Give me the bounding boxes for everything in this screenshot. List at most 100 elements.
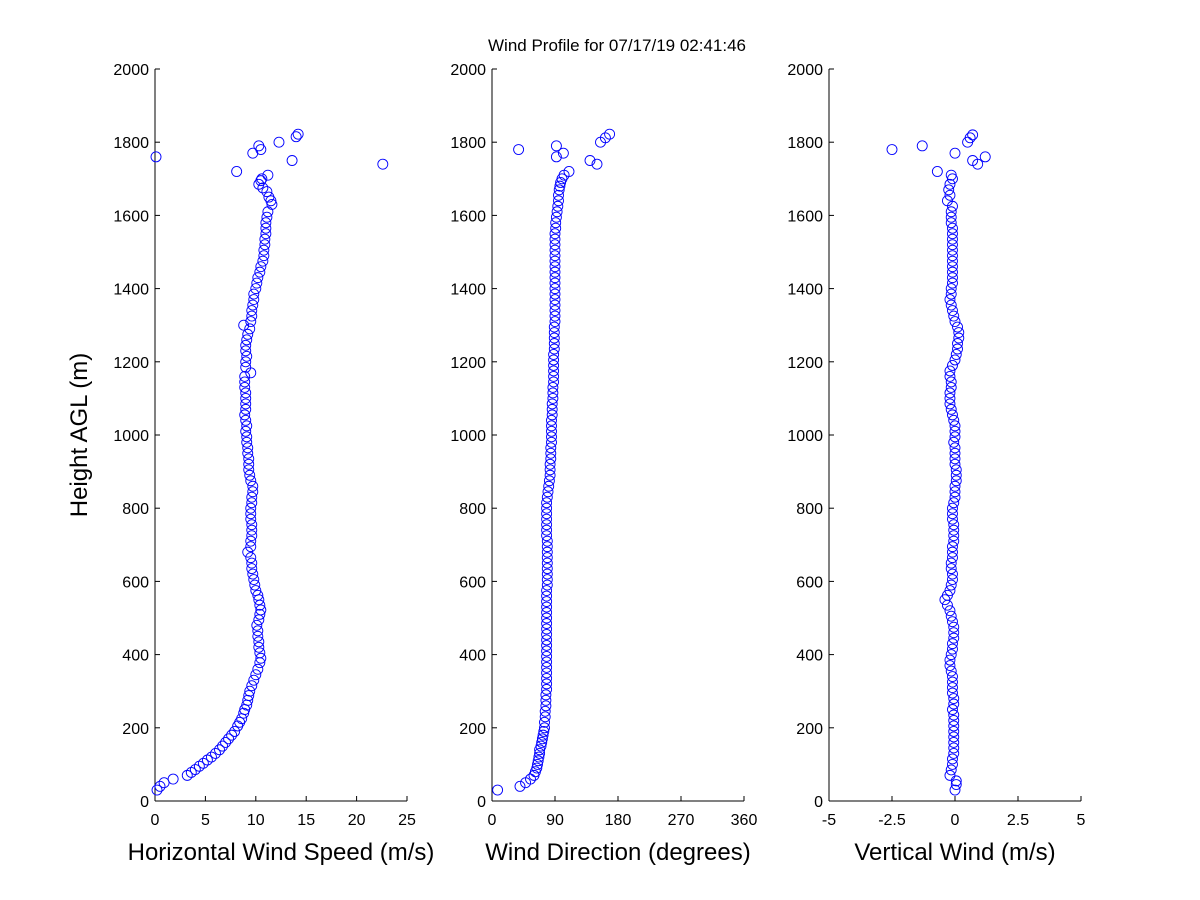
data-point [947,643,958,655]
data-point [241,431,253,443]
data-point [538,726,550,737]
data-point [549,272,561,284]
data-point [246,305,258,317]
data-point [948,632,960,644]
subplot-speed: 0 200 400 600 800 1000 1200 1400 1600 1800 2000 0 5 1… [113,62,434,866]
data-point [158,777,170,789]
data-point [916,140,928,152]
data-point [944,398,956,410]
y-tick-label: 1400 [450,282,486,299]
data-point [549,305,561,317]
data-point [947,638,958,650]
y-tick-label: 1000 [787,428,823,445]
data-point [948,535,960,547]
data-point [259,233,271,245]
data-point [240,387,252,399]
data-point [240,403,252,415]
y-tick-label: 800 [459,501,486,518]
data-point [252,272,264,284]
data-point [945,283,957,295]
data-point [547,387,559,399]
data-point [201,754,213,766]
x-tick-label: 0 [488,812,497,829]
data-point [949,480,961,492]
data-point [242,442,254,454]
x-tick-label: 360 [731,812,758,829]
data-point [246,310,258,322]
data-point [240,414,252,426]
data-point [541,640,553,651]
data-point [541,502,553,514]
data-point [193,760,205,772]
data-point [251,619,263,631]
data-point [943,184,955,196]
data-point [945,579,957,591]
data-point [948,519,960,531]
data-point [541,612,553,624]
data-point [181,769,193,781]
data-point [252,630,264,642]
data-point [550,211,562,223]
data-point [549,228,561,240]
data-point [259,239,271,251]
y-tick-label: 1200 [450,355,486,372]
data-point [250,283,262,295]
data-point [952,338,963,349]
data-point [952,321,963,333]
data-point [541,508,553,520]
y-tick-label: 200 [459,721,486,738]
data-point [248,288,260,300]
data-point [949,425,961,437]
data-point [242,328,254,340]
data-point [541,541,553,553]
y-tick-label: 1400 [113,282,149,299]
data-point [239,381,251,393]
data-point [548,349,560,360]
data-point [549,294,561,306]
data-point [944,387,956,399]
data-point [949,491,961,503]
data-point [553,184,565,196]
data-point [290,131,302,143]
data-point [257,182,269,194]
data-point [240,356,252,368]
data-point [262,169,274,181]
data-point [950,775,962,787]
data-point [947,233,958,245]
x-tick-label: 0 [151,812,160,829]
data-point [249,579,261,591]
data-point [541,650,553,662]
data-point [252,663,264,675]
data-point [945,217,957,229]
y-tick-label: 600 [796,574,823,591]
data-point [945,563,957,575]
data-point [948,715,960,726]
data-point [949,420,961,432]
x-axis-label: Horizontal Wind Speed (m/s) [128,839,435,866]
data-point [546,409,558,421]
data-point [242,546,254,558]
y-tick-label: 1200 [113,355,149,372]
data-point [258,250,270,262]
data-point [947,239,958,251]
y-tick-label: 0 [477,794,486,811]
data-point [253,140,265,152]
data-point [947,552,958,564]
data-point [549,233,561,245]
data-point [541,585,553,596]
data-point [947,502,958,514]
y-tick-label: 0 [140,794,149,811]
data-point [553,189,564,201]
data-point [548,343,560,355]
data-point [948,530,960,542]
data-point [243,453,255,465]
data-point [947,305,958,317]
data-point [948,497,960,509]
data-point [246,680,258,692]
data-point [541,513,553,525]
data-point [513,144,525,155]
data-point [548,338,560,349]
data-point [948,627,960,639]
data-point [945,169,957,181]
data-point [245,552,257,564]
